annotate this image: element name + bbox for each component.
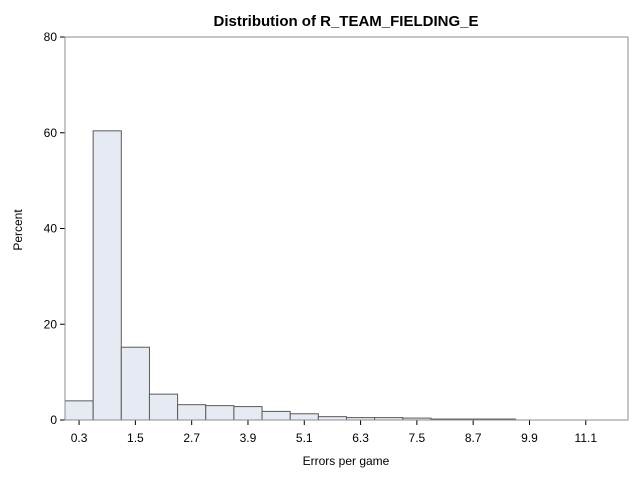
- histogram-bar: [261, 410, 291, 421]
- histogram-bar: [120, 346, 150, 421]
- x-tick-label: 1.5: [127, 431, 144, 445]
- histogram-bar: [64, 400, 94, 421]
- x-axis-label: Errors per game: [303, 454, 390, 468]
- x-tick-label: 5.1: [296, 431, 313, 445]
- plot-frame: [64, 36, 629, 421]
- x-tick-label: 6.3: [352, 431, 369, 445]
- y-axis: 0 20 40 60 80: [44, 30, 65, 427]
- histogram-bar: [148, 393, 179, 421]
- histogram-bar: [317, 416, 348, 421]
- bars-group: [64, 130, 516, 421]
- y-tick-label: 80: [44, 30, 58, 44]
- y-axis-label: Percent: [11, 209, 25, 251]
- x-tick-label: 8.7: [465, 431, 482, 445]
- x-tick-label: 7.5: [409, 431, 426, 445]
- y-tick-label: 40: [44, 222, 58, 236]
- histogram-bar: [177, 404, 207, 421]
- histogram-bar: [205, 405, 235, 421]
- x-axis: 0.3 1.5 2.7 3.9 5.1 6.3 7.5 8.7 9.9 11.1: [71, 420, 598, 445]
- y-tick-label: 60: [44, 126, 58, 140]
- y-tick-label: 20: [44, 317, 58, 331]
- x-tick-label: 0.3: [71, 431, 88, 445]
- histogram-bar: [289, 413, 319, 421]
- x-tick-label: 2.7: [183, 431, 200, 445]
- x-tick-label: 3.9: [240, 431, 257, 445]
- histogram-bar: [92, 130, 122, 421]
- x-tick-label: 11.1: [575, 431, 598, 445]
- x-tick-label: 9.9: [521, 431, 538, 445]
- chart-title: Distribution of R_TEAM_FIELDING_E: [213, 13, 478, 30]
- y-tick-label: 0: [50, 413, 57, 427]
- histogram-bar: [233, 406, 263, 421]
